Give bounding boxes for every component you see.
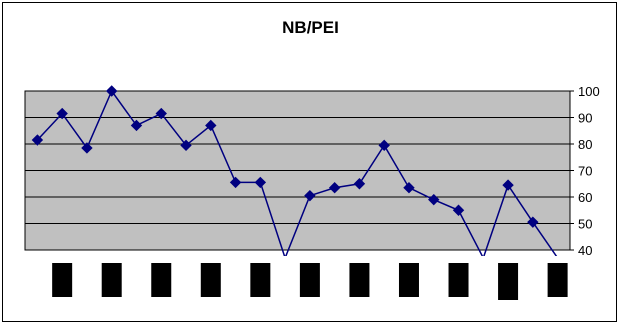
data-point xyxy=(254,176,267,189)
data-point xyxy=(304,189,316,202)
y-tick-label: 40 xyxy=(578,243,592,258)
data-point xyxy=(353,178,366,190)
data-point xyxy=(105,85,118,97)
data-point xyxy=(81,142,93,154)
data-point xyxy=(328,182,341,194)
y-tick-label: 50 xyxy=(578,217,592,232)
x-tick-label xyxy=(398,263,419,297)
x-tick-label xyxy=(299,263,320,297)
y-tick-label: 100 xyxy=(578,84,600,99)
data-point xyxy=(527,216,539,228)
data-point xyxy=(452,204,465,216)
y-tick-label: 60 xyxy=(578,190,592,205)
x-tick-label xyxy=(101,263,122,297)
y-axis: 40 50 60 70 80 90 100 xyxy=(570,84,600,258)
x-tick-label xyxy=(547,263,568,297)
data-point xyxy=(428,193,440,206)
data-point xyxy=(31,134,44,146)
data-point xyxy=(130,119,143,132)
data-point xyxy=(180,139,192,152)
y-tick-label: 70 xyxy=(578,164,592,179)
data-point xyxy=(378,139,390,152)
data-point xyxy=(502,179,514,191)
data-point xyxy=(155,107,167,120)
x-tick-label xyxy=(349,263,370,297)
x-tick-label xyxy=(250,263,271,297)
x-tick-label xyxy=(200,263,221,297)
x-axis xyxy=(52,263,568,300)
series xyxy=(31,85,558,256)
x-tick-label xyxy=(52,263,73,297)
chart-title: NB/PEI xyxy=(282,18,339,37)
data-point xyxy=(56,107,68,120)
y-tick-label: 90 xyxy=(578,111,592,126)
series-line xyxy=(36,89,558,256)
data-point xyxy=(205,119,217,132)
x-tick-label xyxy=(151,263,172,297)
x-tick-label xyxy=(448,263,469,297)
data-point xyxy=(229,176,242,189)
data-point xyxy=(403,182,415,194)
x-tick-label xyxy=(498,263,519,300)
gridlines xyxy=(25,117,570,224)
y-tick-label: 80 xyxy=(578,137,592,152)
